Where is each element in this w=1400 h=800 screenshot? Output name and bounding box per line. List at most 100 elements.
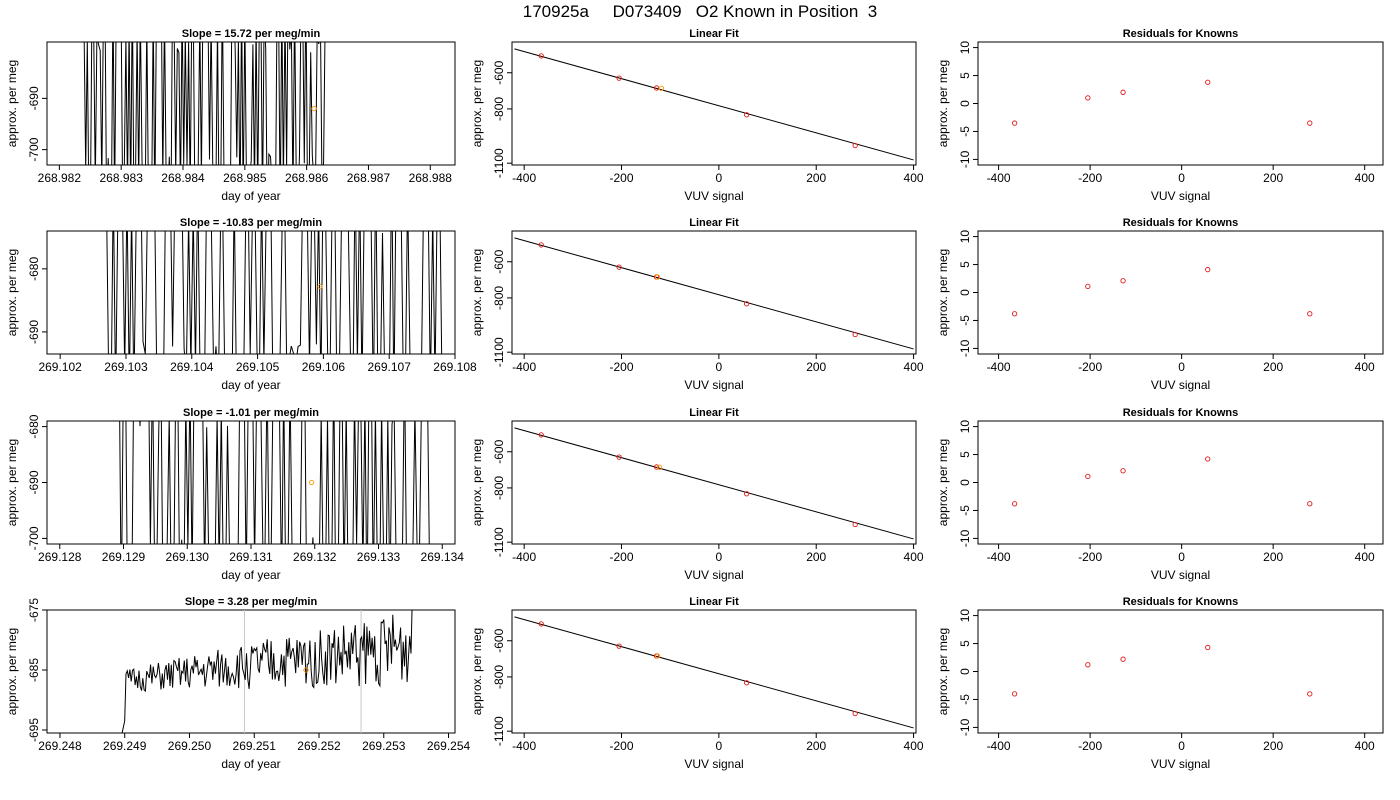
x-tick-label: -200 bbox=[1078, 550, 1102, 564]
y-tick-label: -5 bbox=[958, 315, 972, 326]
x-tick-label: 269.248 bbox=[38, 739, 82, 753]
known-point bbox=[852, 142, 858, 149]
known-point bbox=[1205, 456, 1211, 462]
sample-point bbox=[656, 464, 663, 470]
y-tick-label: -685 bbox=[27, 658, 41, 682]
plot-area bbox=[83, 42, 326, 165]
plot-frame bbox=[46, 609, 456, 734]
x-tick-label: -200 bbox=[610, 739, 634, 753]
plot-area bbox=[1011, 644, 1313, 697]
known-point bbox=[1205, 266, 1211, 273]
sample-point bbox=[317, 283, 323, 290]
panel-title: Linear Fit bbox=[689, 596, 739, 608]
known-point bbox=[653, 464, 660, 470]
panel-residuals-1: Residuals for Knowns -400 -200 0 200 400 10 5 0 -… bbox=[936, 28, 1384, 203]
fit-line bbox=[514, 427, 914, 540]
y-axis-label: approx. per meg bbox=[936, 249, 950, 336]
x-tick-label: 400 bbox=[1355, 360, 1375, 374]
sample-point bbox=[303, 667, 309, 673]
x-tick-label: 269.253 bbox=[362, 739, 406, 753]
x-tick-label: 269.134 bbox=[421, 550, 465, 564]
y-tick-label: -600 bbox=[492, 60, 506, 84]
known-point bbox=[1120, 278, 1126, 284]
y-axis-label: approx. per meg bbox=[5, 439, 19, 526]
panel-title: Residuals for Knowns bbox=[1123, 407, 1239, 419]
x-tick-label: 0 bbox=[716, 739, 723, 753]
known-point bbox=[743, 491, 750, 497]
x-tick-label: 269.252 bbox=[297, 739, 341, 753]
panel-residuals-4: Residuals for Knowns -400 -200 0 200 400 10 5 0 -… bbox=[936, 596, 1384, 771]
y-tick-label: -1100 bbox=[492, 527, 506, 557]
y-tick-label: -680 bbox=[27, 414, 41, 438]
x-tick-label: 0 bbox=[1178, 171, 1185, 185]
plot-area bbox=[1011, 456, 1313, 507]
x-tick-label: 269.104 bbox=[170, 360, 214, 374]
panel-title: Residuals for Knowns bbox=[1123, 28, 1239, 40]
known-point bbox=[538, 432, 544, 438]
known-point bbox=[743, 112, 750, 118]
plot-area bbox=[119, 421, 430, 544]
y-tick-label: -675 bbox=[27, 598, 41, 622]
known-point bbox=[1011, 501, 1018, 507]
x-tick-label: 400 bbox=[1355, 171, 1375, 185]
known-point bbox=[1085, 662, 1091, 668]
x-tick-label: 400 bbox=[1355, 739, 1375, 753]
y-axis-label: approx. per meg bbox=[470, 60, 484, 147]
y-tick-label: -800 bbox=[492, 665, 506, 689]
known-point bbox=[1011, 691, 1018, 697]
fit-line bbox=[514, 48, 914, 161]
sample-id: D073409 bbox=[612, 2, 682, 21]
x-tick-label: 0 bbox=[716, 550, 723, 564]
panel-title: Linear Fit bbox=[689, 217, 739, 229]
y-tick-label: -10 bbox=[958, 150, 972, 168]
x-tick-label: 268.988 bbox=[409, 171, 453, 185]
y-tick-label: -690 bbox=[27, 320, 41, 344]
x-tick-label: 269.251 bbox=[233, 739, 277, 753]
panel-time-series-4: Slope = 3.28 per meg/min 269.248 269.249 26… bbox=[5, 596, 471, 771]
y-tick-label: -10 bbox=[958, 339, 972, 357]
x-tick-label: 269.132 bbox=[293, 550, 337, 564]
x-tick-label: 269.254 bbox=[427, 739, 471, 753]
known-point bbox=[538, 621, 544, 627]
y-axis-label: approx. per meg bbox=[470, 249, 484, 336]
y-tick-label: 0 bbox=[958, 289, 972, 296]
run-description: O2 Known in Position 3 bbox=[695, 2, 878, 21]
x-tick-label: 268.983 bbox=[99, 171, 143, 185]
x-tick-label: 269.130 bbox=[166, 550, 210, 564]
x-tick-label: 269.107 bbox=[367, 360, 411, 374]
y-tick-label: -1100 bbox=[492, 716, 506, 746]
y-tick-label: -680 bbox=[27, 257, 41, 281]
panel-title: Slope = 15.72 per meg/min bbox=[182, 28, 321, 40]
known-point bbox=[616, 643, 622, 649]
x-tick-label: 200 bbox=[1263, 171, 1283, 185]
y-tick-label: 5 bbox=[958, 72, 972, 79]
y-tick-label: 5 bbox=[958, 451, 972, 458]
x-tick-label: 200 bbox=[806, 171, 826, 185]
x-tick-label: 268.987 bbox=[347, 171, 391, 185]
y-tick-label: -700 bbox=[27, 137, 41, 161]
y-tick-label: -800 bbox=[492, 476, 506, 500]
x-axis-label: day of year bbox=[221, 568, 280, 582]
panel-title: Slope = -1.01 per meg/min bbox=[183, 407, 319, 419]
x-tick-label: 200 bbox=[1263, 550, 1283, 564]
plot-frame bbox=[46, 230, 456, 355]
known-point bbox=[1307, 120, 1313, 126]
y-tick-label: -1100 bbox=[492, 148, 506, 178]
x-tick-label: 269.106 bbox=[302, 360, 346, 374]
x-tick-label: 200 bbox=[1263, 739, 1283, 753]
y-tick-label: -5 bbox=[958, 126, 972, 137]
plot-frame bbox=[977, 230, 1384, 355]
known-point bbox=[1085, 283, 1091, 289]
y-tick-label: -1100 bbox=[492, 337, 506, 367]
plot-area bbox=[121, 610, 413, 733]
x-tick-label: 0 bbox=[1178, 360, 1185, 374]
x-tick-label: 0 bbox=[1178, 739, 1185, 753]
y-tick-label: -600 bbox=[492, 439, 506, 463]
plot-area bbox=[514, 48, 914, 161]
y-tick-label: -600 bbox=[492, 628, 506, 652]
plot-area bbox=[1011, 79, 1313, 126]
y-tick-label: 0 bbox=[958, 668, 972, 675]
x-tick-label: -200 bbox=[610, 550, 634, 564]
y-axis-label: approx. per meg bbox=[470, 628, 484, 715]
